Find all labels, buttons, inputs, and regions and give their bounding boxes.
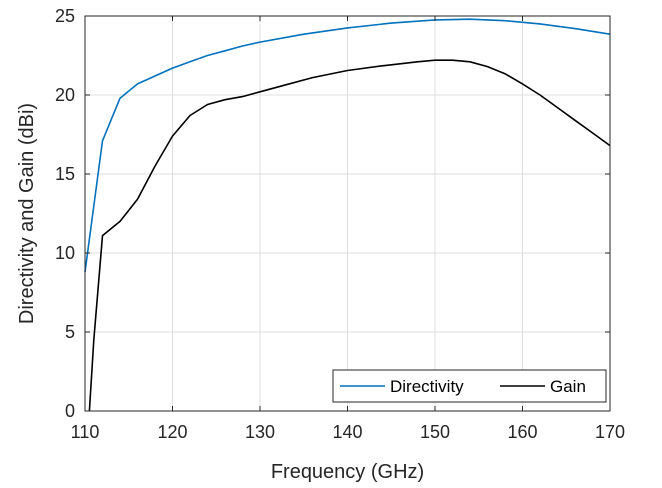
x-tick-label: 120	[157, 422, 187, 442]
y-axis-label: Directivity and Gain (dBi)	[16, 103, 38, 324]
series-line-gain	[88, 59, 611, 412]
y-tick-label: 25	[55, 6, 75, 26]
y-tick-label: 10	[55, 243, 75, 263]
x-tick-label: 130	[245, 422, 275, 442]
legend: Directivity Gain	[332, 369, 607, 403]
x-tick-label: 170	[595, 422, 625, 442]
legend-label-directivity: Directivity	[390, 377, 464, 396]
y-tick-label: 20	[55, 85, 75, 105]
x-axis-label: Frequency (GHz)	[271, 461, 424, 483]
x-tick-label: 160	[507, 422, 537, 442]
series-layer	[84, 18, 611, 412]
ticks: 110 120 130 140 150 160 170 0 5 10 15 20 25	[55, 6, 625, 442]
y-tick-label: 0	[65, 401, 75, 421]
x-tick-label: 150	[420, 422, 450, 442]
x-tick-label: 140	[332, 422, 362, 442]
y-tick-label: 15	[55, 164, 75, 184]
y-tick-label: 5	[65, 322, 75, 342]
series-line-directivity	[84, 18, 611, 273]
legend-label-gain: Gain	[550, 377, 586, 396]
x-tick-label: 110	[71, 422, 100, 442]
